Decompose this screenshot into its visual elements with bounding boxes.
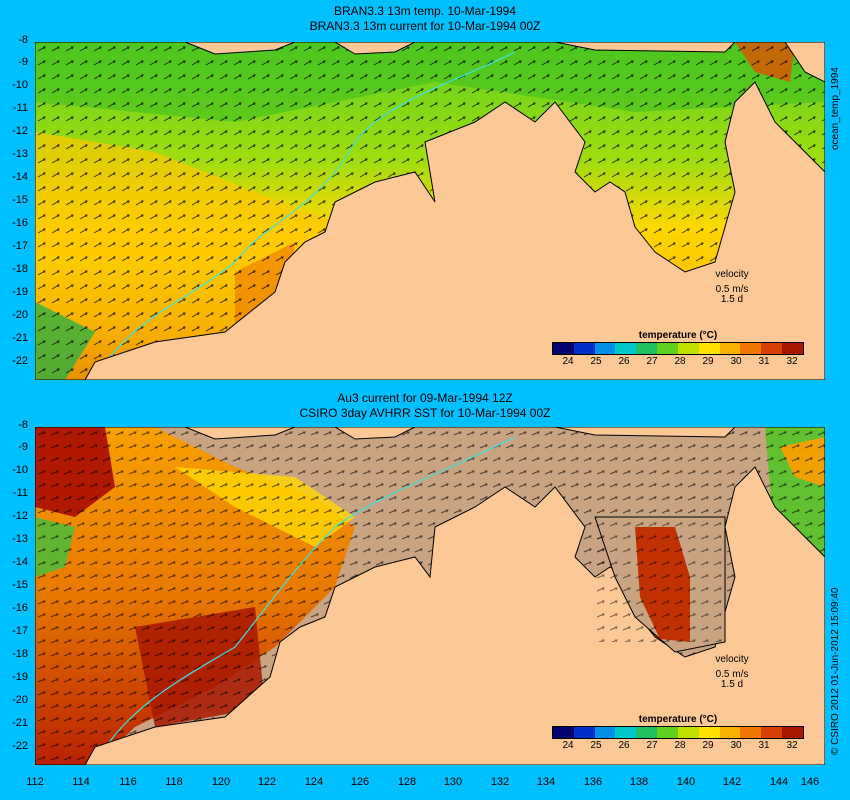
top-cbar-tick: 31 (758, 356, 770, 367)
top-ytick: -17 (12, 240, 28, 252)
top-title-line1: BRAN3.3 13m temp. 10-Mar-1994 (333, 4, 517, 18)
xtick: 134 (536, 776, 556, 788)
xtick: 112 (26, 776, 44, 788)
xtick: 138 (629, 776, 649, 788)
bottom-ytick: -18 (12, 648, 28, 660)
bottom-cbar-tick: 31 (758, 740, 770, 751)
top-title-line2: BRAN3.3 13m current for 10-Mar-1994 00Z (309, 19, 541, 33)
bottom-velocity-time: 1.5 d (720, 679, 744, 690)
bottom-ytick: -11 (12, 487, 28, 499)
xtick: 146 (800, 776, 820, 788)
top-ytick: -20 (12, 309, 28, 321)
top-ytick: -21 (12, 332, 28, 344)
top-ytick: -10 (12, 79, 28, 91)
top-cbar-tick: 26 (618, 356, 630, 367)
xtick: 126 (350, 776, 370, 788)
xtick: 132 (490, 776, 510, 788)
xtick: 124 (304, 776, 324, 788)
bottom-cbar-tick: 28 (674, 740, 686, 751)
top-velocity-label: velocity (715, 269, 749, 280)
top-ytick: -14 (12, 171, 28, 183)
bottom-ytick: -21 (12, 717, 28, 729)
bottom-side-label: © CSIRO 2012 01-Jun-2012 15:09:40 (830, 587, 841, 755)
top-ytick: -9 (18, 56, 28, 68)
top-cbar-tick: 27 (646, 356, 658, 367)
bottom-map-svg (35, 427, 825, 765)
australia-land-bottom (84, 466, 825, 765)
top-ytick: -11 (12, 102, 28, 114)
top-cbar-tick: 25 (590, 356, 602, 367)
xtick: 120 (211, 776, 231, 788)
xtick: 142 (722, 776, 742, 788)
top-map-svg (35, 42, 825, 380)
bottom-ytick: -17 (12, 625, 28, 637)
top-ytick: -18 (12, 263, 28, 275)
bottom-ytick: -13 (12, 533, 28, 545)
bottom-cbar-tick: 30 (730, 740, 742, 751)
bottom-velocity-scale: 0.5 m/s (715, 669, 749, 680)
xtick: 116 (119, 776, 137, 788)
top-ytick: -22 (12, 355, 28, 367)
xtick: 144 (769, 776, 789, 788)
top-cbar-tick: 24 (562, 356, 574, 367)
bottom-ytick: -16 (12, 602, 28, 614)
top-cbar-tick: 30 (730, 356, 742, 367)
top-map (35, 42, 825, 380)
bottom-cbar-tick: 25 (590, 740, 602, 751)
top-cbar-tick: 32 (786, 356, 798, 367)
top-cbar-tick: 29 (702, 356, 714, 367)
top-ytick: -8 (18, 34, 28, 46)
bottom-ytick: -9 (18, 441, 28, 453)
bottom-ytick: -22 (12, 740, 28, 752)
xtick: 140 (676, 776, 696, 788)
top-colorbar: temperature (°C) 24 25 26 27 28 29 30 31… (552, 330, 804, 367)
bottom-ytick: -12 (12, 510, 28, 522)
bottom-cbar-tick: 24 (562, 740, 574, 751)
top-ytick: -13 (12, 148, 28, 160)
bottom-ytick: -8 (18, 419, 28, 431)
bottom-ytick: -10 (12, 464, 28, 476)
bottom-cbar-tick: 32 (786, 740, 798, 751)
australia-land (84, 81, 825, 380)
xtick: 136 (583, 776, 603, 788)
xtick: 122 (257, 776, 277, 788)
xtick: 114 (72, 776, 90, 788)
bottom-ytick: -15 (12, 579, 28, 591)
top-colorbar-title: temperature (°C) (638, 330, 718, 341)
bottom-ytick: -14 (12, 556, 28, 568)
top-colorbar-gradient (552, 342, 804, 355)
bottom-colorbar: temperature (°C) 24 25 26 27 28 29 30 31… (552, 714, 804, 751)
top-ytick: -19 (12, 286, 28, 298)
top-cbar-tick: 28 (674, 356, 686, 367)
top-velocity-scale: 0.5 m/s (715, 284, 749, 295)
top-ytick: -12 (12, 125, 28, 137)
bottom-velocity-label: velocity (715, 654, 749, 665)
top-ytick: -16 (12, 217, 28, 229)
bottom-title-line1: Au3 current for 09-Mar-1994 12Z (337, 391, 513, 405)
bottom-colorbar-gradient (552, 726, 804, 739)
bottom-ytick: -20 (12, 694, 28, 706)
bottom-map (35, 427, 825, 765)
xtick: 128 (397, 776, 417, 788)
top-side-label: ocean_temp_1994 (830, 67, 841, 150)
xtick: 118 (165, 776, 183, 788)
bottom-cbar-tick: 29 (702, 740, 714, 751)
top-velocity-time: 1.5 d (720, 294, 744, 305)
bottom-cbar-tick: 26 (618, 740, 630, 751)
bottom-colorbar-title: temperature (°C) (638, 714, 718, 725)
bottom-cbar-tick: 27 (646, 740, 658, 751)
xtick: 130 (443, 776, 463, 788)
top-ytick: -15 (12, 194, 28, 206)
bottom-ytick: -19 (12, 671, 28, 683)
bottom-title-line2: CSIRO 3day AVHRR SST for 10-Mar-1994 00Z (299, 406, 551, 420)
